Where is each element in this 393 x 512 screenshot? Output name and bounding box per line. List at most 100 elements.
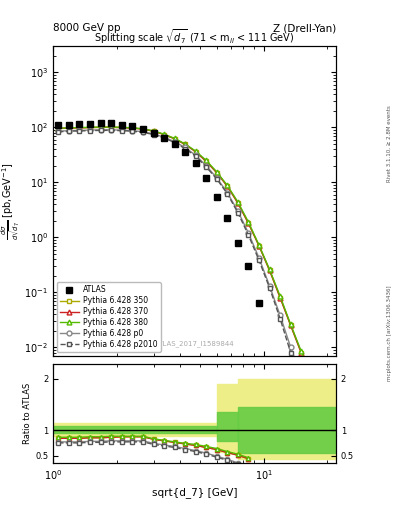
Pythia 6.428 370: [98, 124, 103, 131]
Pythia 6.428 350: [204, 158, 209, 164]
ATLAS: [215, 194, 219, 200]
Pythia 6.428 350: [183, 141, 187, 147]
Pythia 6.428 380: [225, 182, 230, 188]
ATLAS: [162, 135, 166, 141]
Text: ATLAS_2017_I1589844: ATLAS_2017_I1589844: [155, 340, 234, 347]
Pythia 6.428 350: [235, 200, 240, 206]
Pythia 6.428 p0: [215, 175, 219, 181]
Pythia 6.428 p0: [193, 152, 198, 158]
Pythia 6.428 350: [56, 125, 61, 132]
Pythia 6.428 380: [278, 293, 283, 300]
Pythia 6.428 370: [77, 125, 81, 131]
ATLAS: [235, 240, 240, 246]
Pythia 6.428 380: [309, 375, 314, 381]
Pythia 6.428 p0: [119, 127, 124, 133]
Pythia 6.428 380: [320, 402, 325, 408]
Pythia 6.428 350: [299, 350, 303, 356]
Pythia 6.428 370: [225, 183, 230, 189]
Pythia 6.428 p2010: [204, 164, 209, 170]
Title: Splitting scale $\sqrt{d_7}$ (71 < m$_{ll}$ < 111 GeV): Splitting scale $\sqrt{d_7}$ (71 < m$_{l…: [94, 27, 295, 46]
ATLAS: [172, 141, 177, 147]
Pythia 6.428 p0: [162, 134, 166, 140]
Pythia 6.428 p0: [141, 129, 145, 135]
Pythia 6.428 380: [98, 124, 103, 130]
Pythia 6.428 370: [267, 267, 272, 273]
Pythia 6.428 350: [151, 128, 156, 134]
Pythia 6.428 380: [130, 125, 135, 131]
Pythia 6.428 p0: [309, 404, 314, 411]
Pythia 6.428 p0: [98, 127, 103, 133]
Pythia 6.428 p2010: [193, 153, 198, 159]
Pythia 6.428 380: [235, 199, 240, 205]
X-axis label: sqrt{d_7} [GeV]: sqrt{d_7} [GeV]: [152, 487, 237, 499]
ATLAS: [88, 121, 92, 127]
Pythia 6.428 p0: [235, 208, 240, 214]
Pythia 6.428 350: [77, 125, 81, 131]
Pythia 6.428 370: [288, 323, 293, 329]
Line: Pythia 6.428 p2010: Pythia 6.428 p2010: [56, 128, 325, 460]
Pythia 6.428 380: [288, 322, 293, 328]
Pythia 6.428 370: [56, 125, 61, 132]
Pythia 6.428 370: [320, 404, 325, 411]
Pythia 6.428 370: [119, 124, 124, 131]
Pythia 6.428 370: [235, 200, 240, 206]
ATLAS: [98, 120, 103, 126]
ATLAS: [56, 122, 61, 128]
Pythia 6.428 p0: [183, 144, 187, 151]
Text: Rivet 3.1.10, ≥ 2.8M events: Rivet 3.1.10, ≥ 2.8M events: [387, 105, 392, 182]
Y-axis label: $\frac{d\sigma}{d\sqrt{d_7}}$ [pb,GeV$^{-1}$]: $\frac{d\sigma}{d\sqrt{d_7}}$ [pb,GeV$^{…: [0, 162, 23, 240]
Pythia 6.428 350: [225, 183, 230, 189]
Pythia 6.428 380: [246, 219, 251, 225]
Pythia 6.428 p0: [77, 127, 81, 134]
ATLAS: [246, 263, 251, 269]
Pythia 6.428 370: [172, 136, 177, 142]
Pythia 6.428 380: [88, 124, 92, 131]
Pythia 6.428 370: [109, 124, 114, 131]
Pythia 6.428 380: [119, 124, 124, 131]
Pythia 6.428 380: [204, 157, 209, 163]
Pythia 6.428 p2010: [172, 139, 177, 145]
Pythia 6.428 350: [109, 124, 114, 131]
Pythia 6.428 p0: [288, 344, 293, 350]
Pythia 6.428 p0: [246, 230, 251, 236]
Pythia 6.428 380: [172, 135, 177, 141]
ATLAS: [77, 121, 81, 127]
Pythia 6.428 370: [151, 128, 156, 134]
Pythia 6.428 350: [98, 124, 103, 131]
Pythia 6.428 p2010: [141, 130, 145, 136]
Pythia 6.428 350: [162, 132, 166, 138]
Pythia 6.428 370: [299, 350, 303, 356]
Pythia 6.428 350: [67, 125, 72, 131]
Pythia 6.428 p0: [151, 131, 156, 137]
Line: Pythia 6.428 p0: Pythia 6.428 p0: [56, 127, 325, 443]
Pythia 6.428 350: [172, 136, 177, 142]
Legend: ATLAS, Pythia 6.428 350, Pythia 6.428 370, Pythia 6.428 380, Pythia 6.428 p0, Py: ATLAS, Pythia 6.428 350, Pythia 6.428 37…: [57, 282, 160, 352]
Text: Z (Drell-Yan): Z (Drell-Yan): [273, 23, 336, 33]
Pythia 6.428 p0: [204, 163, 209, 169]
Pythia 6.428 380: [77, 124, 81, 131]
Pythia 6.428 380: [299, 348, 303, 354]
ATLAS: [141, 125, 145, 132]
Pythia 6.428 380: [67, 125, 72, 131]
ATLAS: [109, 120, 114, 126]
Pythia 6.428 350: [119, 124, 124, 131]
Pythia 6.428 p0: [320, 438, 325, 444]
Text: 8000 GeV pp: 8000 GeV pp: [53, 23, 121, 33]
Pythia 6.428 p2010: [267, 285, 272, 291]
Pythia 6.428 370: [257, 243, 261, 249]
Pythia 6.428 p0: [278, 312, 283, 318]
Pythia 6.428 350: [267, 267, 272, 273]
Pythia 6.428 p2010: [88, 127, 92, 134]
Pythia 6.428 p2010: [98, 127, 103, 134]
Pythia 6.428 370: [215, 169, 219, 176]
Pythia 6.428 p2010: [278, 316, 283, 322]
Pythia 6.428 p0: [130, 127, 135, 134]
Pythia 6.428 p0: [299, 373, 303, 379]
Pythia 6.428 p2010: [215, 176, 219, 182]
ATLAS: [119, 121, 124, 127]
Pythia 6.428 350: [309, 377, 314, 383]
Pythia 6.428 p2010: [299, 380, 303, 387]
Pythia 6.428 p0: [67, 127, 72, 134]
Pythia 6.428 p0: [109, 127, 114, 133]
Pythia 6.428 370: [183, 141, 187, 147]
